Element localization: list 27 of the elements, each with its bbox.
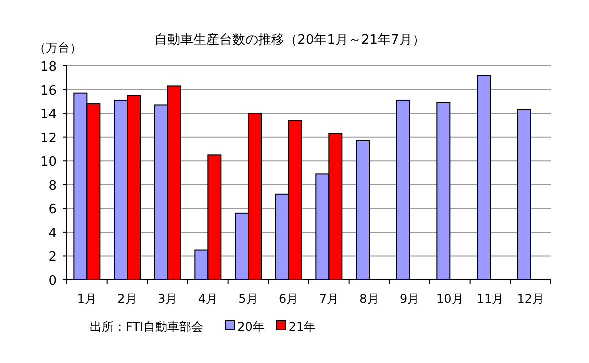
x-tick-label: 8月	[360, 292, 380, 306]
y-tick-label: 6	[48, 202, 57, 218]
legend-label: 21年	[288, 320, 316, 334]
x-tick-label: 5月	[238, 292, 258, 306]
y-tick-label: 18	[40, 60, 57, 75]
y-tick-label: 2	[48, 250, 57, 266]
y-tick-label: 14	[40, 108, 57, 123]
x-tick-label: 3月	[158, 292, 178, 306]
x-tick-label: 1月	[77, 292, 97, 306]
x-tick-label: 9月	[400, 292, 420, 306]
y-tick-label: 8	[48, 178, 57, 194]
x-tick-label: 11月	[476, 292, 504, 306]
legend-label: 20年	[238, 320, 265, 334]
y-tick-label: 16	[40, 84, 57, 99]
text: 出所：FTI自動車部会	[90, 320, 204, 334]
chart-title: 自動車生産台数の推移（20年1月～21年7月）	[154, 32, 426, 48]
y-tick-label: 10	[40, 155, 57, 170]
y-tick-label: 12	[40, 131, 57, 146]
y-tick-label: 4	[48, 226, 57, 242]
x-tick-label: 10月	[436, 292, 464, 306]
x-tick-label: 2月	[118, 292, 138, 306]
x-tick-label: 4月	[198, 292, 218, 306]
x-tick-label: 7月	[319, 292, 339, 306]
y-tick-label: 0	[48, 274, 57, 289]
x-tick-label: 12月	[517, 292, 544, 306]
x-tick-label: 6月	[279, 292, 299, 306]
y-axis-title: （万台）	[34, 41, 82, 55]
